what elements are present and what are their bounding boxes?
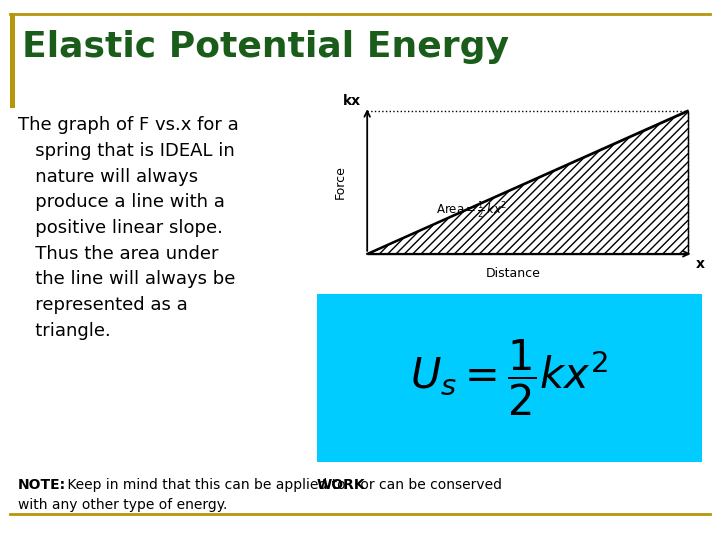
Text: $\mathrm{Area} = \frac{1}{2}\,kx^2$: $\mathrm{Area} = \frac{1}{2}\,kx^2$ — [436, 200, 507, 221]
Text: Distance: Distance — [485, 267, 541, 280]
Bar — [317, 294, 702, 462]
Text: Keep in mind that this can be applied to: Keep in mind that this can be applied to — [63, 478, 351, 492]
Text: The graph of F vs.x for a
   spring that is IDEAL in
   nature will always
   pr: The graph of F vs.x for a spring that is… — [18, 116, 239, 340]
Text: NOTE:: NOTE: — [18, 478, 66, 492]
Text: Elastic Potential Energy: Elastic Potential Energy — [22, 30, 508, 64]
Polygon shape — [367, 111, 688, 254]
Text: WORK: WORK — [317, 478, 366, 492]
Text: Force: Force — [333, 165, 346, 199]
Text: x: x — [696, 256, 706, 271]
Text: with any other type of energy.: with any other type of energy. — [18, 498, 228, 512]
Text: kx: kx — [343, 94, 361, 108]
Bar — [10, 14, 15, 108]
Text: $U_s = \dfrac{1}{2}kx^2$: $U_s = \dfrac{1}{2}kx^2$ — [410, 338, 608, 418]
Text: or can be conserved: or can be conserved — [356, 478, 503, 492]
